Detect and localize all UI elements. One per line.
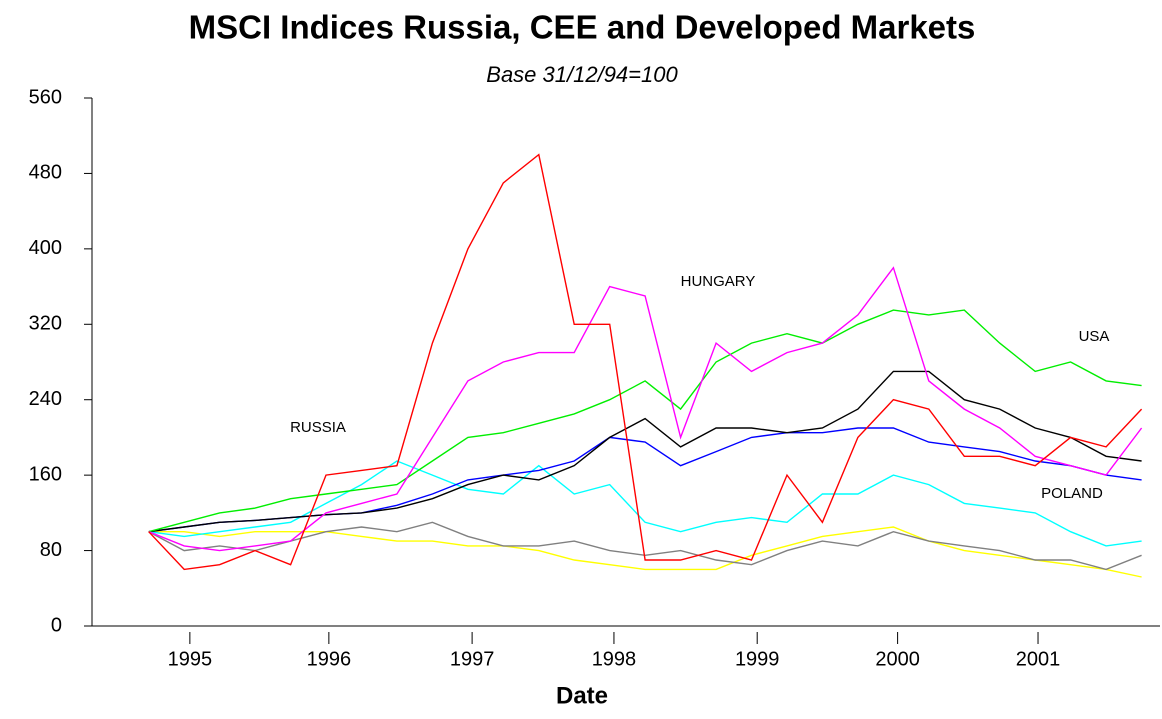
annotation: HUNGARY [681, 273, 756, 290]
y-tick-label: 80 [40, 539, 62, 561]
x-tick-label: 1999 [735, 648, 780, 670]
series-line [148, 427, 1142, 533]
y-tick-label: 0 [51, 614, 62, 636]
x-tick-label: 1998 [592, 648, 637, 670]
y-tick-label: 560 [29, 86, 62, 108]
y-tick-label: 320 [29, 313, 62, 335]
x-axis-label: Date [556, 682, 608, 709]
chart-title: MSCI Indices Russia, CEE and Developed M… [189, 9, 976, 46]
series-line [148, 460, 1142, 547]
x-tick-label: 2000 [875, 648, 920, 670]
x-tick-label: 1996 [307, 648, 352, 670]
y-tick-label: 240 [29, 388, 62, 410]
series-line [148, 526, 1142, 578]
y-tick-label: 480 [29, 162, 62, 184]
chart-subtitle: Base 31/12/94=100 [486, 62, 678, 87]
x-tick-label: 2001 [1016, 648, 1061, 670]
y-tick-label: 160 [29, 463, 62, 485]
y-tick-label: 400 [29, 237, 62, 259]
annotation: USA [1079, 328, 1110, 345]
series-line [148, 153, 1143, 571]
annotation: RUSSIA [290, 419, 346, 436]
series-line [148, 370, 1142, 533]
annotation: POLAND [1041, 485, 1103, 502]
series-line [148, 309, 1142, 533]
series-line [148, 266, 1143, 552]
x-tick-label: 1995 [168, 648, 213, 670]
x-tick-label: 1997 [450, 648, 495, 670]
